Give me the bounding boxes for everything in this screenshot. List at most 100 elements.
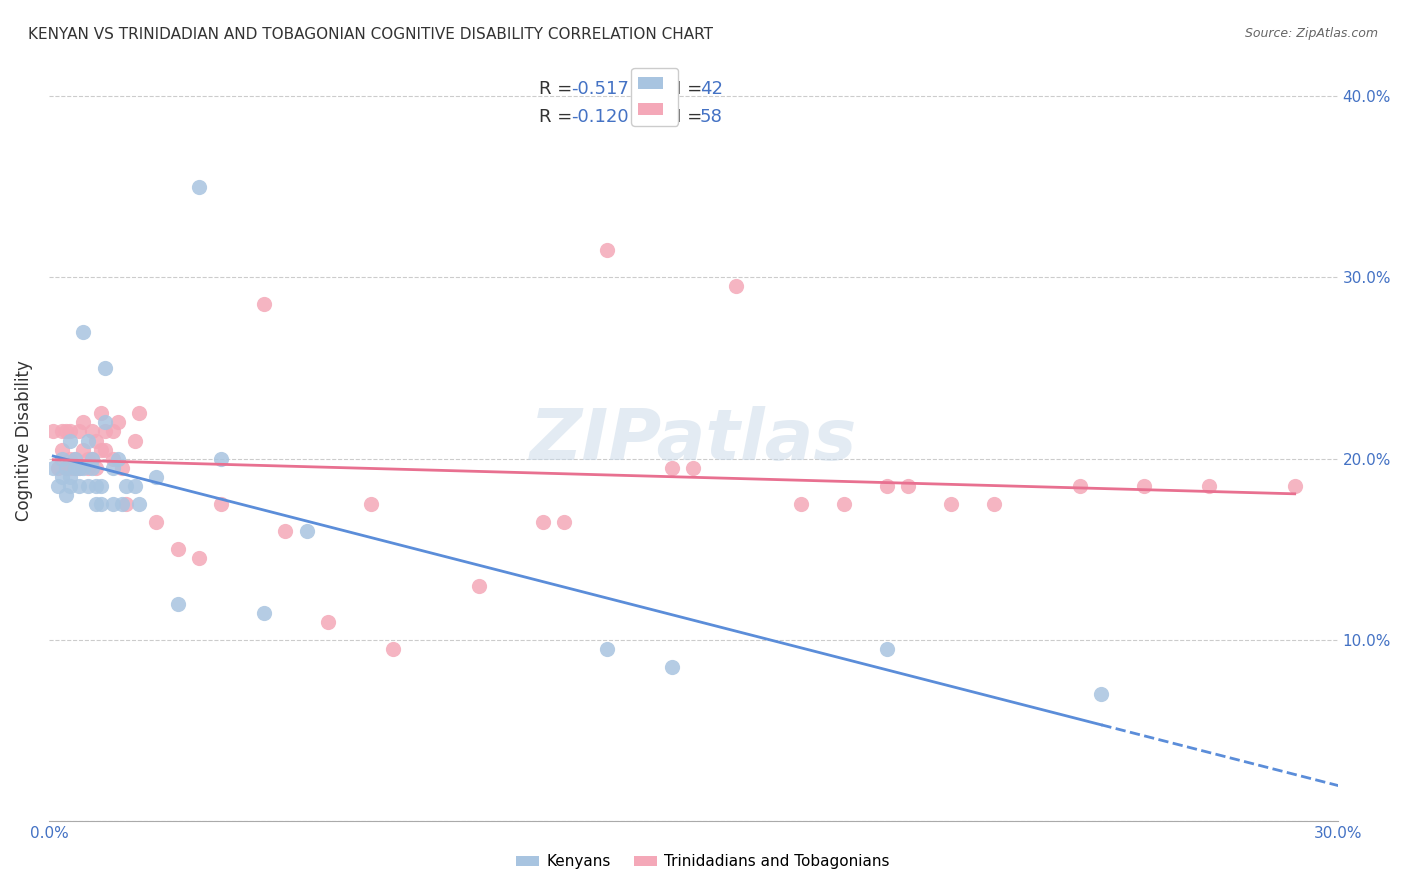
Point xyxy=(876,642,898,657)
Point xyxy=(166,542,188,557)
Text: -0.517: -0.517 xyxy=(571,80,628,98)
Text: N =: N = xyxy=(668,108,707,126)
Point xyxy=(55,460,77,475)
Point xyxy=(209,451,232,466)
Point xyxy=(55,425,77,439)
Point xyxy=(124,434,146,448)
Legend: Kenyans, Trinidadians and Tobagonians: Kenyans, Trinidadians and Tobagonians xyxy=(510,848,896,875)
Point xyxy=(59,479,82,493)
Text: KENYAN VS TRINIDADIAN AND TOBAGONIAN COGNITIVE DISABILITY CORRELATION CHART: KENYAN VS TRINIDADIAN AND TOBAGONIAN COG… xyxy=(28,27,713,42)
Point xyxy=(59,425,82,439)
Text: -0.120: -0.120 xyxy=(571,108,628,126)
Point xyxy=(145,470,167,484)
Point xyxy=(124,479,146,493)
Point xyxy=(107,416,129,430)
Point xyxy=(316,615,339,629)
Point xyxy=(128,497,150,511)
Point xyxy=(725,279,748,293)
Point xyxy=(789,497,811,511)
Point xyxy=(42,460,65,475)
Point xyxy=(115,497,138,511)
Point xyxy=(55,488,77,502)
Text: 58: 58 xyxy=(700,108,723,126)
Point xyxy=(360,497,382,511)
Point xyxy=(76,434,98,448)
Point xyxy=(94,425,117,439)
Point xyxy=(72,325,94,339)
Point xyxy=(107,451,129,466)
Point xyxy=(103,460,125,475)
Point xyxy=(89,479,111,493)
Point xyxy=(1090,688,1112,702)
Point xyxy=(76,479,98,493)
Point xyxy=(89,497,111,511)
Point xyxy=(467,579,489,593)
Text: Source: ZipAtlas.com: Source: ZipAtlas.com xyxy=(1244,27,1378,40)
Point xyxy=(80,451,103,466)
Point xyxy=(72,442,94,457)
Point xyxy=(67,460,90,475)
Point xyxy=(103,451,125,466)
Point xyxy=(983,497,1005,511)
Point xyxy=(596,243,619,257)
Point xyxy=(274,524,297,539)
Point xyxy=(76,451,98,466)
Point xyxy=(63,451,86,466)
Point xyxy=(51,425,73,439)
Point xyxy=(59,470,82,484)
Point xyxy=(84,479,107,493)
Point xyxy=(111,497,134,511)
Point xyxy=(94,416,117,430)
Text: R =: R = xyxy=(538,80,578,98)
Point xyxy=(94,442,117,457)
Point xyxy=(59,460,82,475)
Text: R =: R = xyxy=(538,108,578,126)
Point xyxy=(42,425,65,439)
Point xyxy=(531,515,554,529)
Point xyxy=(89,442,111,457)
Point xyxy=(72,460,94,475)
Point xyxy=(89,406,111,420)
Point xyxy=(46,460,69,475)
Point xyxy=(1198,479,1220,493)
Point xyxy=(188,551,211,566)
Point xyxy=(682,460,704,475)
Point xyxy=(72,416,94,430)
Point xyxy=(115,479,138,493)
Point xyxy=(832,497,855,511)
Point xyxy=(166,597,188,611)
Point xyxy=(381,642,404,657)
Point xyxy=(1133,479,1156,493)
Point xyxy=(94,361,117,376)
Point xyxy=(67,425,90,439)
Point xyxy=(897,479,920,493)
Point xyxy=(46,479,69,493)
Point xyxy=(188,179,211,194)
Point xyxy=(67,479,90,493)
Point xyxy=(876,479,898,493)
Point xyxy=(209,497,232,511)
Y-axis label: Cognitive Disability: Cognitive Disability xyxy=(15,360,32,521)
Point xyxy=(80,460,103,475)
Point xyxy=(253,606,276,620)
Point xyxy=(661,660,683,674)
Point xyxy=(76,460,98,475)
Point xyxy=(111,460,134,475)
Point xyxy=(661,460,683,475)
Point xyxy=(63,460,86,475)
Text: 42: 42 xyxy=(700,80,723,98)
Point xyxy=(63,460,86,475)
Legend: , : , xyxy=(631,68,678,126)
Point xyxy=(80,451,103,466)
Point xyxy=(103,497,125,511)
Point xyxy=(939,497,962,511)
Point xyxy=(128,406,150,420)
Point xyxy=(59,434,82,448)
Point xyxy=(67,460,90,475)
Point xyxy=(84,434,107,448)
Text: N =: N = xyxy=(668,80,707,98)
Point xyxy=(63,451,86,466)
Point xyxy=(103,425,125,439)
Point xyxy=(596,642,619,657)
Point xyxy=(1069,479,1091,493)
